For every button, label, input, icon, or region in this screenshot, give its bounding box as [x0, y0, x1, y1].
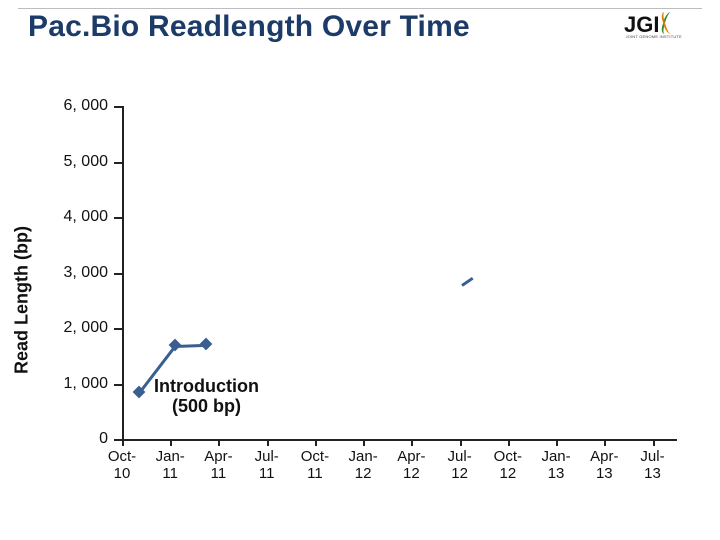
x-tick-label: Jul-11: [255, 448, 279, 482]
x-tick: [556, 439, 558, 446]
y-axis: [122, 106, 124, 439]
dna-helix-icon: [661, 12, 673, 34]
x-tick: [411, 439, 413, 446]
data-point: [200, 337, 213, 350]
y-tick-label: 5, 000: [64, 153, 108, 171]
x-tick-label: Oct-12: [494, 448, 522, 482]
annotation-line1: Introduction: [154, 376, 259, 397]
y-tick-label: 4, 000: [64, 208, 108, 226]
series-fragment: [461, 277, 473, 287]
y-tick: [114, 217, 122, 219]
y-tick: [114, 106, 122, 108]
page-title: Pac.Bio Readlength Over Time: [28, 10, 470, 44]
y-tick-label: 6, 000: [64, 97, 108, 115]
x-tick: [170, 439, 172, 446]
x-tick-label: Oct-10: [108, 448, 136, 482]
x-tick-label: Apr-11: [204, 448, 232, 482]
x-tick: [508, 439, 510, 446]
readlength-chart: Read Length (bp) 01, 0002, 0003, 0004, 0…: [40, 95, 680, 505]
x-tick: [267, 439, 269, 446]
y-axis-label: Read Length (bp): [12, 226, 33, 374]
divider: [18, 8, 702, 9]
x-tick-label: Apr-13: [590, 448, 618, 482]
y-tick: [114, 162, 122, 164]
x-tick: [315, 439, 317, 446]
logo-tagline: JOINT GENOME INSTITUTE: [625, 34, 682, 39]
logo: JGI JOINT GENOME INSTITUTE: [624, 12, 696, 42]
x-tick: [218, 439, 220, 446]
y-tick: [114, 439, 122, 441]
x-tick-label: Jan-13: [541, 448, 570, 482]
y-tick-label: 3, 000: [64, 264, 108, 282]
x-tick-label: Jan-11: [156, 448, 185, 482]
x-tick: [604, 439, 606, 446]
y-tick: [114, 384, 122, 386]
x-tick: [460, 439, 462, 446]
x-tick-label: Jul-13: [640, 448, 664, 482]
x-tick-label: Apr-12: [397, 448, 425, 482]
annotation-line2: (500 bp): [154, 396, 259, 417]
y-tick-label: 1, 000: [64, 375, 108, 393]
y-tick: [114, 273, 122, 275]
x-axis: [122, 439, 677, 441]
y-tick-label: 0: [99, 430, 108, 448]
x-tick: [122, 439, 124, 446]
x-tick-label: Jul-12: [448, 448, 472, 482]
y-tick-label: 2, 000: [64, 319, 108, 337]
x-tick: [363, 439, 365, 446]
x-tick-label: Oct-11: [301, 448, 329, 482]
annotation: Introduction(500 bp): [154, 376, 259, 417]
x-tick: [653, 439, 655, 446]
x-tick-label: Jan-12: [349, 448, 378, 482]
y-tick: [114, 328, 122, 330]
